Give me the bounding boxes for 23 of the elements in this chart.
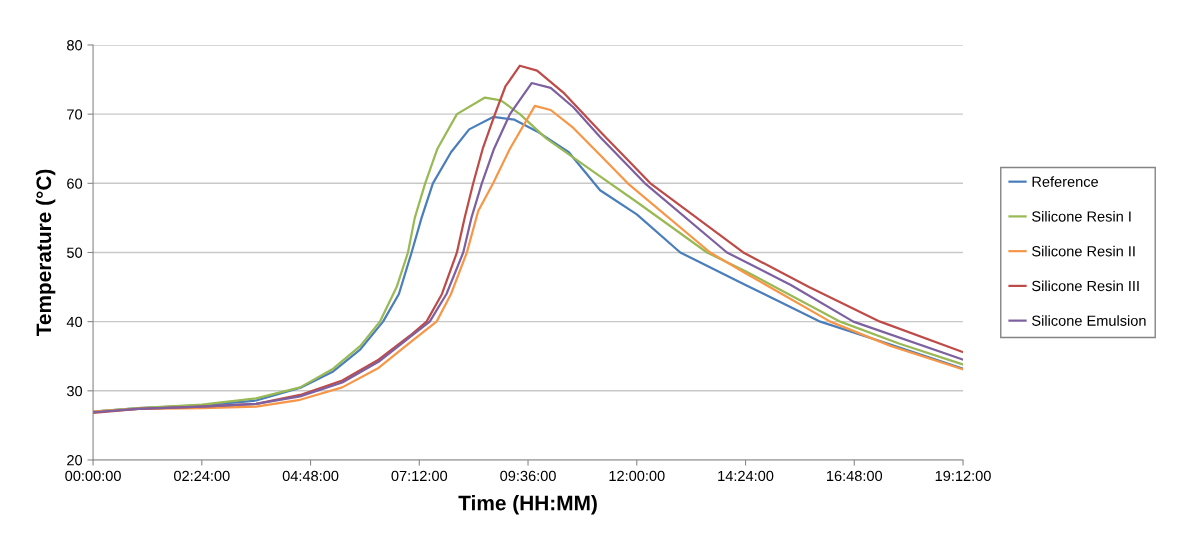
y-tick-label: 30 bbox=[66, 385, 83, 397]
y-tick-label: 50 bbox=[67, 247, 83, 258]
x-tick-label: 19:12:00 bbox=[935, 470, 991, 482]
y-tick-label: 40 bbox=[66, 316, 83, 328]
legend-label: Silicone Resin I bbox=[1032, 210, 1131, 222]
x-tick-label: 02:24:00 bbox=[174, 470, 230, 482]
legend-label: Silicone Resin II bbox=[1032, 245, 1135, 257]
x-tick-label: 07:12:00 bbox=[391, 470, 448, 482]
x-tick-label: 16:48:00 bbox=[827, 470, 883, 482]
y-axis-title: Temperature (°C) bbox=[35, 169, 56, 337]
y-tick-label: 60 bbox=[67, 178, 83, 189]
x-tick-label: 12:00:00 bbox=[609, 470, 665, 482]
x-tick-label: 04:48:00 bbox=[282, 470, 339, 482]
x-axis-title: Time (HH:MM) bbox=[458, 495, 597, 515]
y-tick-label: 20 bbox=[67, 455, 83, 466]
legend-label: Reference bbox=[1032, 176, 1099, 187]
y-tick-label: 80 bbox=[67, 40, 83, 51]
x-tick-label: 14:24:00 bbox=[718, 470, 774, 482]
legend-label: Silicone Emulsion bbox=[1032, 315, 1146, 326]
x-tick-label: 00:00:00 bbox=[65, 470, 121, 482]
y-tick-label: 70 bbox=[67, 109, 83, 120]
x-tick-label: 09:36:00 bbox=[500, 470, 556, 482]
legend-label: Silicone Resin III bbox=[1032, 280, 1139, 292]
